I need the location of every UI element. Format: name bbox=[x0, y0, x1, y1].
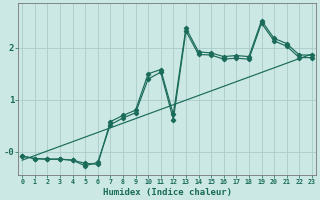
X-axis label: Humidex (Indice chaleur): Humidex (Indice chaleur) bbox=[102, 188, 232, 197]
